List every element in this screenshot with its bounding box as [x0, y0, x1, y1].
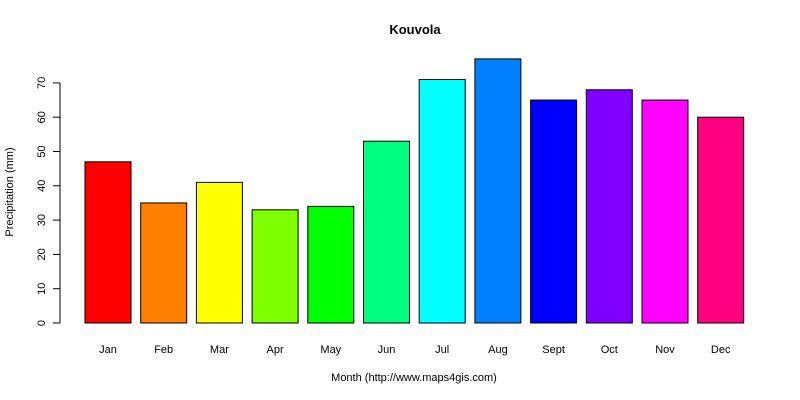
bar-apr: Apr [251, 209, 299, 356]
y-tick-label: 10 [36, 283, 48, 295]
bar-jan: Jan [84, 161, 132, 356]
y-tick-label: 30 [36, 214, 48, 226]
x-tick-label: May [320, 344, 341, 356]
x-tick-label: Apr [267, 344, 284, 356]
bar-jul: Jul [418, 78, 466, 356]
x-tick-label: Jun [378, 344, 396, 356]
x-tick-label: Aug [488, 344, 508, 356]
x-tick-label: Oct [601, 344, 618, 356]
x-tick-label: Jul [435, 344, 449, 356]
y-tick-label: 50 [36, 145, 48, 157]
bar-nov: Nov [641, 99, 689, 356]
bar-dec: Dec [697, 116, 745, 356]
x-tick-label: Dec [711, 344, 731, 356]
x-tick-label: Feb [154, 344, 173, 356]
bar-mar: Mar [195, 181, 243, 356]
x-tick-label: Nov [655, 344, 675, 356]
y-tick-label: 70 [36, 77, 48, 89]
x-tick-label: Mar [210, 344, 229, 356]
chart-title: Kouvola [389, 22, 441, 37]
y-tick-label: 20 [36, 248, 48, 260]
y-axis: 0 10 20 30 40 50 60 70 [36, 77, 61, 326]
bar-jun: Jun [363, 140, 410, 356]
bar-feb: Feb [140, 202, 188, 356]
x-tick-label: Sept [542, 344, 565, 356]
y-tick-label: 40 [36, 180, 48, 192]
bar-aug: Aug [474, 58, 522, 356]
y-tick-label: 0 [36, 320, 48, 326]
x-axis-label: Month (http://www.maps4gis.com) [331, 372, 497, 384]
y-tick-label: 60 [36, 111, 48, 123]
bar-may: May [307, 205, 355, 356]
bar-oct: Oct [585, 89, 633, 356]
x-tick-label: Jan [99, 344, 117, 356]
bar-sept: Sept [530, 99, 578, 356]
